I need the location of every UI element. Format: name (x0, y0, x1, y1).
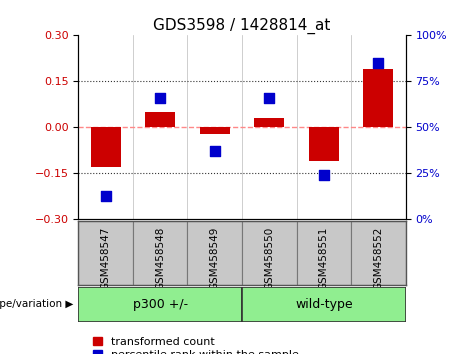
Point (102, 193, 109, 198)
Point (211, 149, 219, 154)
Bar (309, 127, 339, 161)
Bar (351, 221, 406, 285)
Bar (91, 127, 121, 167)
Point (266, 95, 273, 101)
Bar (78, 287, 242, 322)
Bar (133, 221, 188, 285)
Text: GSM458547: GSM458547 (100, 226, 111, 290)
Text: GSM458550: GSM458550 (264, 226, 274, 290)
Bar (78, 221, 133, 285)
Text: genotype/variation ▶: genotype/variation ▶ (0, 299, 74, 309)
Legend: transformed count, percentile rank within the sample: transformed count, percentile rank withi… (93, 337, 299, 354)
Bar (242, 221, 296, 285)
Bar (145, 112, 175, 127)
Text: GSM458549: GSM458549 (210, 226, 220, 290)
Text: p300 +/-: p300 +/- (133, 298, 188, 311)
Bar (363, 69, 393, 127)
Bar (200, 127, 230, 133)
Text: GSM458548: GSM458548 (155, 226, 165, 290)
Bar (242, 287, 406, 322)
Bar (188, 221, 242, 285)
Bar (254, 118, 284, 127)
Point (375, 60, 382, 66)
Text: GSM458552: GSM458552 (373, 226, 384, 290)
Point (157, 95, 164, 101)
Text: GSM458551: GSM458551 (319, 226, 329, 290)
Title: GDS3598 / 1428814_at: GDS3598 / 1428814_at (154, 18, 331, 34)
Bar (296, 221, 351, 285)
Text: wild-type: wild-type (295, 298, 353, 311)
Point (320, 172, 327, 178)
